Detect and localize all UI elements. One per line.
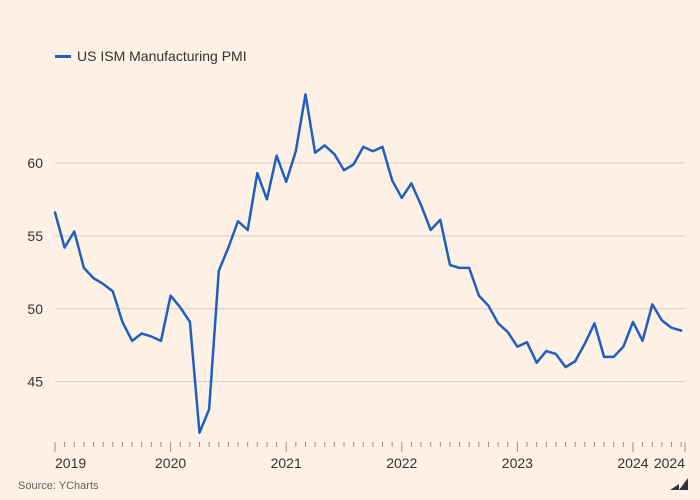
legend-swatch: [55, 55, 71, 58]
svg-text:45: 45: [27, 374, 43, 390]
svg-text:50: 50: [27, 301, 43, 317]
chart-container: US ISM Manufacturing PMI 45 50 55 60 2019 202…: [0, 0, 700, 500]
svg-text:2024: 2024: [617, 455, 648, 471]
svg-text:2019: 2019: [55, 455, 86, 471]
line-chart: 45 50 55 60 2019 2020 2021 2022 2023 2024 2024: [0, 0, 700, 500]
legend: US ISM Manufacturing PMI: [55, 48, 247, 64]
publisher-logo-icon: [670, 478, 688, 490]
svg-text:2021: 2021: [271, 455, 302, 471]
svg-text:2020: 2020: [155, 455, 186, 471]
source-text: Source: YCharts: [18, 480, 99, 492]
svg-text:2024: 2024: [654, 455, 685, 471]
svg-text:2022: 2022: [386, 455, 417, 471]
legend-label: US ISM Manufacturing PMI: [77, 48, 247, 64]
svg-text:55: 55: [27, 228, 43, 244]
svg-text:2023: 2023: [502, 455, 533, 471]
svg-text:60: 60: [27, 155, 43, 171]
